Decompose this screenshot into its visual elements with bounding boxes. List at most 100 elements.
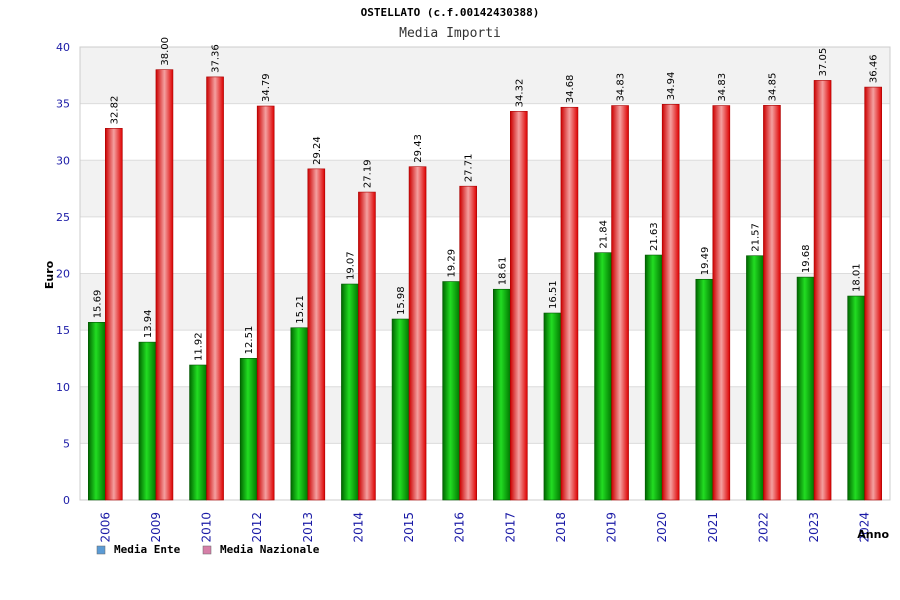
x-tick-label: 2017 [503, 512, 517, 543]
bar-media-ente [189, 364, 207, 501]
data-label: 36.46 [869, 54, 880, 83]
bar-media-nazionale [712, 105, 731, 501]
bar-media-nazionale [307, 168, 326, 501]
data-label: 29.43 [413, 134, 424, 163]
data-label: 11.92 [194, 332, 205, 361]
x-tick-label: 2013 [301, 512, 315, 543]
bar-media-nazionale [206, 76, 224, 501]
y-tick-label: 15 [56, 324, 70, 337]
x-tick-label: 2018 [554, 512, 568, 543]
legend-label-media-ente: Media Ente [114, 543, 181, 556]
y-tick-label: 10 [56, 381, 70, 394]
x-tick-label: 2020 [655, 512, 669, 543]
bar-media-ente [442, 281, 460, 501]
y-axis-label: Euro [43, 260, 56, 289]
data-label: 27.71 [464, 154, 475, 183]
data-label: 21.63 [649, 222, 660, 251]
data-label: 21.84 [599, 220, 610, 249]
bar-media-nazionale [155, 69, 174, 501]
y-tick-label: 20 [56, 268, 70, 281]
bar-media-nazionale [459, 185, 477, 501]
bar-media-nazionale [408, 166, 427, 501]
bar-media-nazionale [763, 105, 781, 501]
data-label: 19.49 [700, 247, 711, 276]
x-tick-label: 2015 [402, 512, 416, 543]
bar-media-nazionale [560, 106, 579, 501]
x-tick-label: 2009 [149, 512, 163, 543]
data-label: 38.00 [160, 37, 171, 66]
bar-media-ente [594, 252, 612, 501]
y-tick-label: 25 [56, 211, 70, 224]
data-label: 18.01 [852, 263, 863, 292]
y-tick-label: 5 [63, 437, 70, 450]
data-label: 12.51 [244, 326, 255, 355]
bar-media-ente [493, 288, 511, 501]
data-label: 37.36 [211, 44, 222, 73]
x-tick-label: 2023 [807, 512, 821, 543]
data-label: 34.79 [261, 73, 272, 102]
x-tick-label: 2006 [98, 512, 112, 543]
bar-media-nazionale [256, 105, 275, 501]
bar-media-nazionale [611, 105, 629, 501]
data-label: 32.82 [109, 96, 120, 125]
data-label: 18.61 [497, 257, 508, 286]
legend-swatch-media-ente [96, 545, 106, 555]
legend-swatch-media-nazionale [202, 545, 212, 555]
bar-media-ente [290, 327, 309, 501]
bar-media-ente [796, 276, 815, 501]
data-labels: 15.69 32.82 13.94 38.00 11.92 37.36 12.51 34.79… [92, 37, 879, 361]
chart-title: OSTELLATO (c.f.00142430388) [361, 6, 540, 19]
bar-media-nazionale [661, 104, 680, 501]
bar-media-ente [644, 254, 663, 501]
bar-media-nazionale [105, 128, 123, 501]
x-tick-label: 2010 [200, 512, 214, 543]
x-tick-label: 2019 [605, 512, 619, 543]
data-label: 19.07 [345, 251, 356, 280]
x-axis-ticks: 2006 2009 2010 2012 2013 2014 2015 2016 2017 2018… [98, 512, 871, 543]
data-label: 16.51 [548, 280, 559, 309]
plot-frame [79, 46, 891, 501]
bar-media-nazionale [813, 80, 832, 501]
data-label: 34.68 [565, 75, 576, 104]
data-label: 29.24 [312, 136, 323, 165]
legend: Media Ente Media Nazionale [96, 543, 320, 556]
x-tick-label: 2016 [453, 512, 467, 543]
data-label: 34.83 [717, 73, 728, 102]
legend-label-media-nazionale: Media Nazionale [220, 543, 320, 556]
bar-media-ente [695, 278, 714, 501]
bar-media-nazionale [864, 86, 882, 501]
bars [88, 69, 882, 501]
bar-media-ente [239, 358, 258, 501]
chart-subtitle: Media Importi [399, 26, 501, 41]
y-tick-label: 0 [63, 494, 70, 507]
bar-media-ente [138, 341, 157, 501]
data-label: 13.94 [143, 309, 154, 338]
y-tick-label: 30 [56, 154, 70, 167]
data-label: 15.21 [295, 295, 306, 324]
data-label: 34.32 [514, 79, 525, 108]
data-label: 34.94 [666, 72, 677, 101]
x-tick-label: 2022 [756, 512, 770, 543]
x-tick-label: 2024 [858, 512, 872, 543]
bar-media-ente [88, 322, 106, 501]
data-label: 15.69 [92, 290, 103, 319]
y-tick-label: 35 [56, 98, 70, 111]
data-label: 34.83 [616, 73, 627, 102]
y-tick-label: 40 [56, 41, 70, 54]
data-label: 19.68 [801, 244, 812, 273]
bar-media-nazionale [510, 111, 528, 501]
bar-media-ente [391, 318, 410, 501]
data-label: 34.85 [767, 73, 778, 102]
bar-media-ente [847, 295, 865, 501]
data-label: 37.05 [818, 48, 829, 77]
bar-media-nazionale [358, 191, 376, 501]
x-tick-label: 2012 [250, 512, 264, 543]
data-label: 15.98 [396, 286, 407, 315]
data-label: 21.57 [750, 223, 761, 252]
data-label: 19.29 [447, 249, 458, 278]
y-axis-ticks: 0 5 10 15 20 25 30 35 40 [56, 41, 70, 507]
bar-media-ente [543, 312, 562, 501]
bar-media-ente [341, 283, 359, 501]
x-tick-label: 2021 [706, 512, 720, 543]
